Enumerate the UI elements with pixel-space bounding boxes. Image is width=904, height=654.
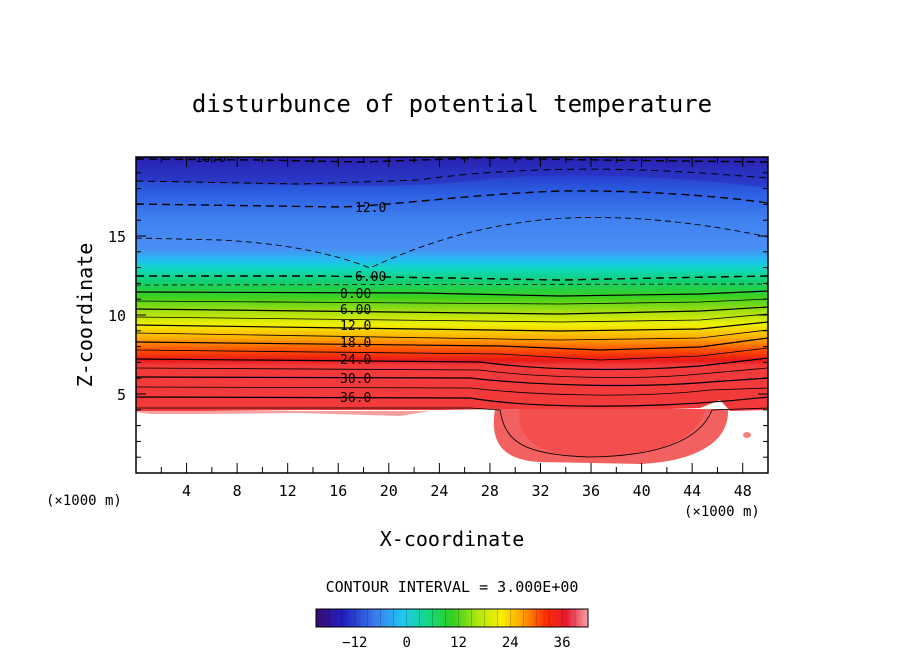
colorbar-tick-label: −12 — [342, 635, 367, 651]
contour-0 — [136, 290, 768, 297]
color-field — [136, 157, 768, 411]
contour-36 — [136, 396, 768, 407]
contour-9 — [136, 313, 768, 323]
contour-15 — [136, 329, 768, 341]
pink-edge — [136, 411, 430, 416]
colorbar-tick-label: 24 — [502, 635, 519, 651]
y-axis-ticks: 5 10 15 — [108, 172, 768, 458]
contour-lines — [136, 157, 768, 458]
x-tick-label: 4 — [182, 482, 191, 500]
contour-label: 6.00 — [340, 303, 371, 318]
contour-dashed-15 — [136, 168, 768, 185]
contour-label-group: 18.0 12.0 6.00 0.00 6.00 12.0 18.0 24.0 … — [195, 151, 386, 406]
x-tick-label: 36 — [582, 482, 600, 500]
x-axis-ticks: 4 8 12 16 20 24 28 32 36 40 44 48 — [160, 157, 752, 500]
contour-label: 12.0 — [355, 201, 386, 216]
contour-label: 0.00 — [340, 287, 371, 302]
small-blob — [743, 432, 751, 438]
y-axis-label: Z-coordinate — [73, 243, 97, 388]
x-tick-label: 44 — [683, 482, 701, 500]
colorbar-ticks: −12 0 12 24 36 — [328, 609, 576, 651]
contour-label: 18.0 — [340, 336, 371, 351]
contour-33 — [136, 386, 768, 396]
x-units-left: (×1000 m) — [46, 493, 122, 509]
x-tick-label: 16 — [329, 482, 347, 500]
contour-label: 36.0 — [340, 391, 371, 406]
x-tick-label: 32 — [531, 482, 549, 500]
contour-27 — [136, 367, 768, 378]
x-tick-label: 24 — [430, 482, 448, 500]
contour-dashed-6 — [136, 275, 768, 281]
x-axis-label: X-coordinate — [380, 527, 525, 551]
upper-band — [136, 157, 768, 188]
contour-dashed-9 — [136, 217, 768, 269]
contour-30 — [136, 376, 768, 387]
y-tick-label: 5 — [117, 386, 126, 404]
x-tick-label: 48 — [734, 482, 752, 500]
y-tick-label: 15 — [108, 228, 126, 246]
contour-21 — [136, 347, 768, 361]
x-units-right: (×1000 m) — [684, 504, 760, 520]
colorbar-gradient — [315, 608, 589, 628]
colorbar-tick-label: 36 — [554, 635, 571, 651]
y-tick-label: 10 — [108, 307, 126, 325]
colorbar-tick-label: 0 — [402, 635, 410, 651]
x-tick-label: 8 — [233, 482, 242, 500]
contour-label: 6.00 — [355, 270, 386, 285]
contour-39 — [136, 407, 768, 458]
contour-dashed-3 — [136, 283, 768, 286]
colorbar: −12 0 12 24 36 — [315, 608, 589, 651]
contour-18 — [136, 337, 768, 351]
contour-dashed-12 — [136, 190, 768, 208]
contour-label: 24.0 — [340, 353, 371, 368]
contour-12 — [136, 321, 768, 332]
x-tick-label: 12 — [279, 482, 297, 500]
warm-bubble-core — [519, 409, 705, 458]
contour-24 — [136, 357, 768, 371]
x-tick-label: 20 — [380, 482, 398, 500]
plot-area: 18.0 12.0 6.00 0.00 6.00 12.0 18.0 24.0 … — [136, 151, 768, 464]
x-tick-label: 40 — [633, 482, 651, 500]
x-tick-label: 28 — [481, 482, 499, 500]
colorbar-tick-label: 12 — [450, 635, 467, 651]
contour-label: 30.0 — [340, 372, 371, 387]
contour-6 — [136, 306, 768, 315]
contour-3 — [136, 298, 768, 305]
chart-title: disturbunce of potential temperature — [192, 90, 712, 118]
contour-label: 18.0 — [195, 151, 226, 166]
contour-label: 12.0 — [340, 319, 371, 334]
contour-interval-text: CONTOUR INTERVAL = 3.000E+00 — [326, 578, 579, 596]
